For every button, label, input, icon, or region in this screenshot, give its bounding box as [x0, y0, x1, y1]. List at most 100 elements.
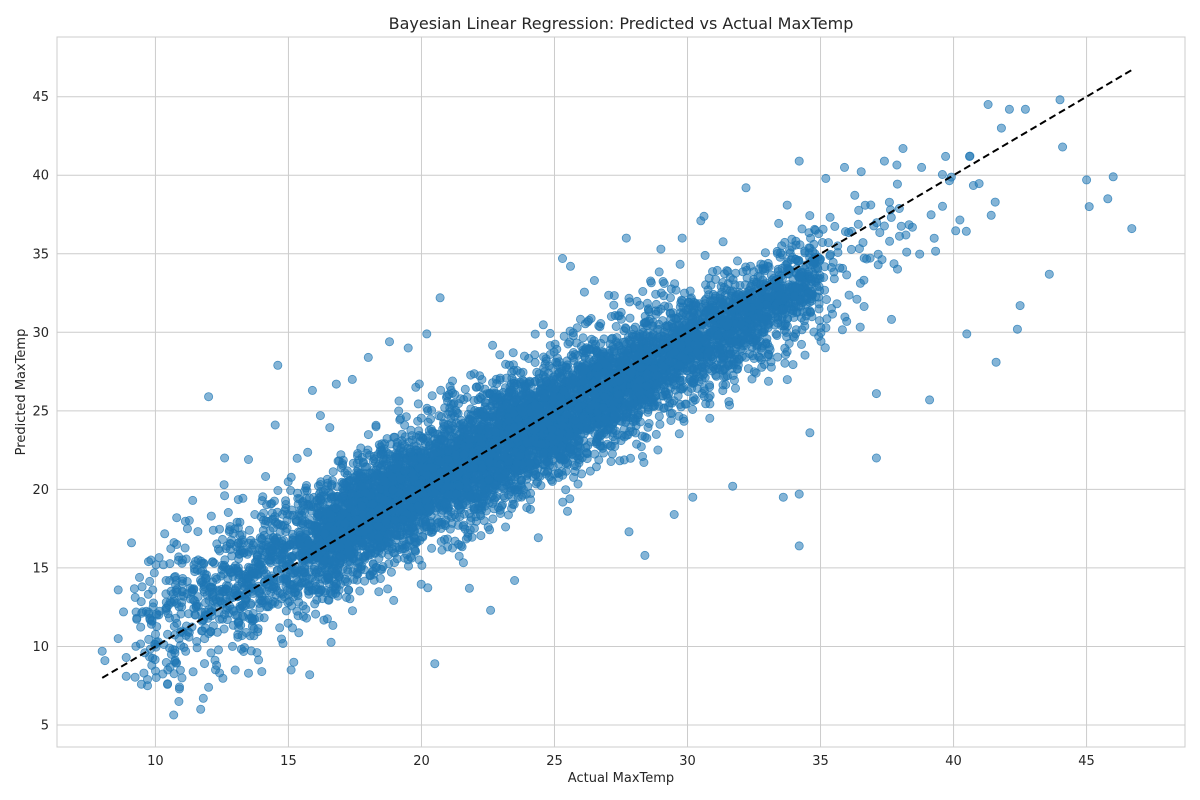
data-point [427, 543, 437, 553]
data-point [797, 224, 807, 234]
data-point [326, 637, 336, 647]
data-point [171, 575, 181, 585]
data-point [241, 628, 251, 638]
data-point [169, 621, 179, 631]
data-point [278, 639, 288, 649]
data-point [576, 314, 586, 324]
data-point [328, 620, 338, 630]
data-point [322, 614, 332, 624]
data-point [175, 665, 185, 675]
data-point [174, 697, 184, 707]
data-point [862, 254, 872, 264]
data-point [873, 249, 883, 259]
data-point [646, 278, 656, 288]
data-point [161, 658, 171, 668]
data-point [273, 485, 283, 495]
data-point [828, 309, 838, 319]
data-point [504, 360, 514, 370]
data-point [286, 485, 296, 495]
data-point [287, 529, 297, 539]
data-points [97, 95, 1137, 720]
data-point [288, 551, 298, 561]
data-point [246, 613, 256, 623]
data-point [929, 233, 939, 243]
data-point [688, 404, 698, 414]
data-point [130, 672, 140, 682]
data-point [655, 419, 665, 429]
data-point [145, 576, 155, 586]
data-point [733, 256, 743, 266]
data-point [846, 244, 856, 254]
data-point [255, 603, 265, 613]
data-point [400, 432, 410, 442]
data-point [206, 648, 216, 658]
data-point [584, 315, 594, 325]
data-point [606, 456, 616, 466]
data-point [522, 503, 532, 513]
data-point [265, 556, 275, 566]
data-point [488, 514, 498, 524]
data-point [561, 485, 571, 495]
data-point [149, 568, 159, 578]
data-point [343, 567, 353, 577]
data-point [188, 667, 198, 677]
data-point [413, 416, 423, 426]
data-point [563, 506, 573, 516]
data-point [446, 385, 456, 395]
data-point [218, 587, 228, 597]
data-point [561, 466, 571, 476]
data-point [579, 287, 589, 297]
data-point [297, 498, 307, 508]
data-point [363, 430, 373, 440]
data-point [267, 508, 277, 518]
data-point [853, 219, 863, 229]
data-point [559, 331, 569, 341]
data-point [718, 237, 728, 247]
data-point [413, 399, 423, 409]
data-point [653, 445, 663, 455]
data-point [495, 350, 505, 360]
data-point [938, 201, 948, 211]
data-point [374, 587, 384, 597]
data-point [259, 613, 269, 623]
data-point [436, 537, 446, 547]
data-point [850, 190, 860, 200]
data-point [825, 251, 835, 261]
data-point [651, 429, 661, 439]
data-point [272, 565, 282, 575]
data-point [232, 566, 242, 576]
data-point [526, 495, 536, 505]
data-point [893, 264, 903, 274]
data-point [718, 386, 728, 396]
data-point [417, 560, 427, 570]
data-point [892, 160, 902, 170]
data-point [558, 497, 568, 507]
data-point [383, 584, 393, 594]
data-point [637, 431, 647, 441]
data-point [219, 624, 229, 634]
data-point [644, 307, 654, 317]
data-point [578, 333, 588, 343]
data-point [501, 522, 511, 532]
data-point [199, 587, 209, 597]
data-point [303, 447, 313, 457]
data-point [825, 212, 835, 222]
data-point [705, 413, 715, 423]
data-point [731, 383, 741, 393]
data-point [254, 586, 264, 596]
data-point [855, 278, 865, 288]
data-point [902, 247, 912, 257]
data-point [844, 290, 854, 300]
data-point [394, 396, 404, 406]
data-point [842, 316, 852, 326]
data-point [638, 286, 648, 296]
data-point [136, 597, 146, 607]
data-point [298, 601, 308, 611]
data-point [879, 221, 889, 231]
data-point [238, 493, 248, 503]
data-point [154, 553, 164, 563]
data-point [472, 382, 482, 392]
data-point [639, 457, 649, 467]
data-point [402, 549, 412, 559]
